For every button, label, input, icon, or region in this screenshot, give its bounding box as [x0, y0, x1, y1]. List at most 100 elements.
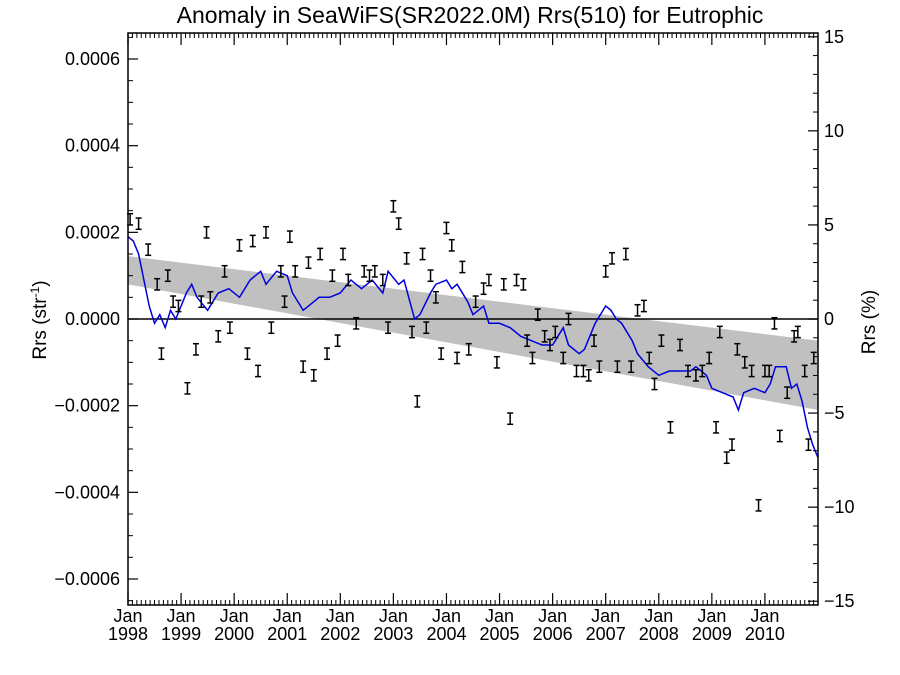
data-point [801, 364, 808, 378]
data-point [135, 217, 142, 231]
x-tick-label-month: Jan [644, 606, 673, 626]
x-tick-label-year: 2008 [639, 624, 679, 644]
y-left-tick-label: −0.0002 [54, 396, 120, 416]
data-point [459, 260, 466, 274]
data-point [684, 364, 691, 378]
data-point [667, 420, 674, 434]
y-right-tick-label: 15 [824, 27, 844, 47]
data-point [170, 295, 177, 309]
x-tick-label-month: Jan [326, 606, 355, 626]
data-point [729, 438, 736, 452]
data-point [443, 221, 450, 235]
x-tick-label-month: Jan [113, 606, 142, 626]
running-mean-layer [127, 236, 819, 458]
x-tick-label-year: 2002 [320, 624, 360, 644]
data-point [438, 347, 445, 361]
x-tick-label-year: 2005 [480, 624, 520, 644]
data-point [493, 355, 500, 369]
data-point [432, 290, 439, 304]
data-point [454, 351, 461, 365]
y-right-tick-label: −15 [824, 591, 855, 611]
data-point [805, 438, 812, 452]
x-tick-label-year: 1998 [108, 624, 148, 644]
x-tick-label-month: Jan [432, 606, 461, 626]
data-point [203, 225, 210, 239]
x-tick-label-year: 1999 [161, 624, 201, 644]
data-point [658, 334, 665, 348]
x-tick-label-month: Jan [273, 606, 302, 626]
data-point [226, 321, 233, 335]
data-point [560, 351, 567, 365]
x-tick-label-month: Jan [697, 606, 726, 626]
data-point [546, 338, 553, 352]
data-point [602, 264, 609, 278]
data-point [286, 230, 293, 244]
data-point [255, 364, 262, 378]
x-tick-label-year: 2004 [426, 624, 466, 644]
data-point [646, 351, 653, 365]
data-point [699, 364, 706, 378]
data-point [305, 256, 312, 270]
data-point [480, 282, 487, 296]
data-point [513, 273, 520, 287]
data-point [268, 321, 275, 335]
data-points-layer [127, 199, 817, 512]
data-point [465, 342, 472, 356]
x-tick-label-month: Jan [167, 606, 196, 626]
data-point [385, 321, 392, 335]
data-point [184, 381, 191, 395]
x-tick-label-year: 2007 [586, 624, 626, 644]
data-point [390, 199, 397, 213]
data-point [249, 234, 256, 248]
data-point [585, 368, 592, 382]
data-point [371, 264, 378, 278]
data-point [776, 429, 783, 443]
data-point [379, 273, 386, 287]
y-left-tick-label: 0.0004 [65, 136, 120, 156]
y-right-tick-label: −10 [824, 497, 855, 517]
data-point [485, 273, 492, 287]
data-point [634, 303, 641, 317]
data-point [310, 368, 317, 382]
data-point [198, 295, 205, 309]
data-point [244, 347, 251, 361]
x-tick-label-year: 2010 [745, 624, 785, 644]
data-point [158, 347, 165, 361]
data-point [215, 329, 222, 343]
ticks-layer: 0.0006 0.0004 0.0002 0.0000 −0.0002 −0.0004 −0… [54, 27, 854, 644]
data-point [324, 347, 331, 361]
data-point [534, 308, 541, 322]
data-point [472, 295, 479, 309]
data-point [317, 247, 324, 261]
y-left-tick-label: −0.0004 [54, 482, 120, 502]
data-point [300, 360, 307, 374]
x-tick-label-month: Jan [379, 606, 408, 626]
x-tick-label-year: 2006 [533, 624, 573, 644]
data-point [221, 264, 228, 278]
x-tick-label-year: 2000 [214, 624, 254, 644]
data-point [281, 295, 288, 309]
y-left-tick-label: 0.0000 [65, 309, 120, 329]
data-point [154, 277, 161, 291]
data-point [192, 342, 199, 356]
data-point [651, 377, 658, 391]
x-tick-label-year: 2009 [692, 624, 732, 644]
x-tick-label-month: Jan [485, 606, 514, 626]
data-point [622, 247, 629, 261]
chart-title: Anomaly in SeaWiFS(SR2022.0M) Rrs(510) f… [176, 2, 764, 28]
y-right-tick-label: 5 [824, 215, 834, 235]
running-mean-line [127, 236, 819, 458]
data-point [734, 342, 741, 356]
data-point [794, 325, 801, 339]
data-point [614, 360, 621, 374]
data-point [419, 247, 426, 261]
data-point [292, 264, 299, 278]
y-right-tick-label: 10 [824, 121, 844, 141]
data-point [609, 251, 616, 265]
data-point [263, 225, 269, 239]
data-point [448, 238, 455, 252]
data-point [403, 251, 410, 265]
y-left-tick-label: 0.0006 [65, 49, 120, 69]
data-point [706, 351, 713, 365]
